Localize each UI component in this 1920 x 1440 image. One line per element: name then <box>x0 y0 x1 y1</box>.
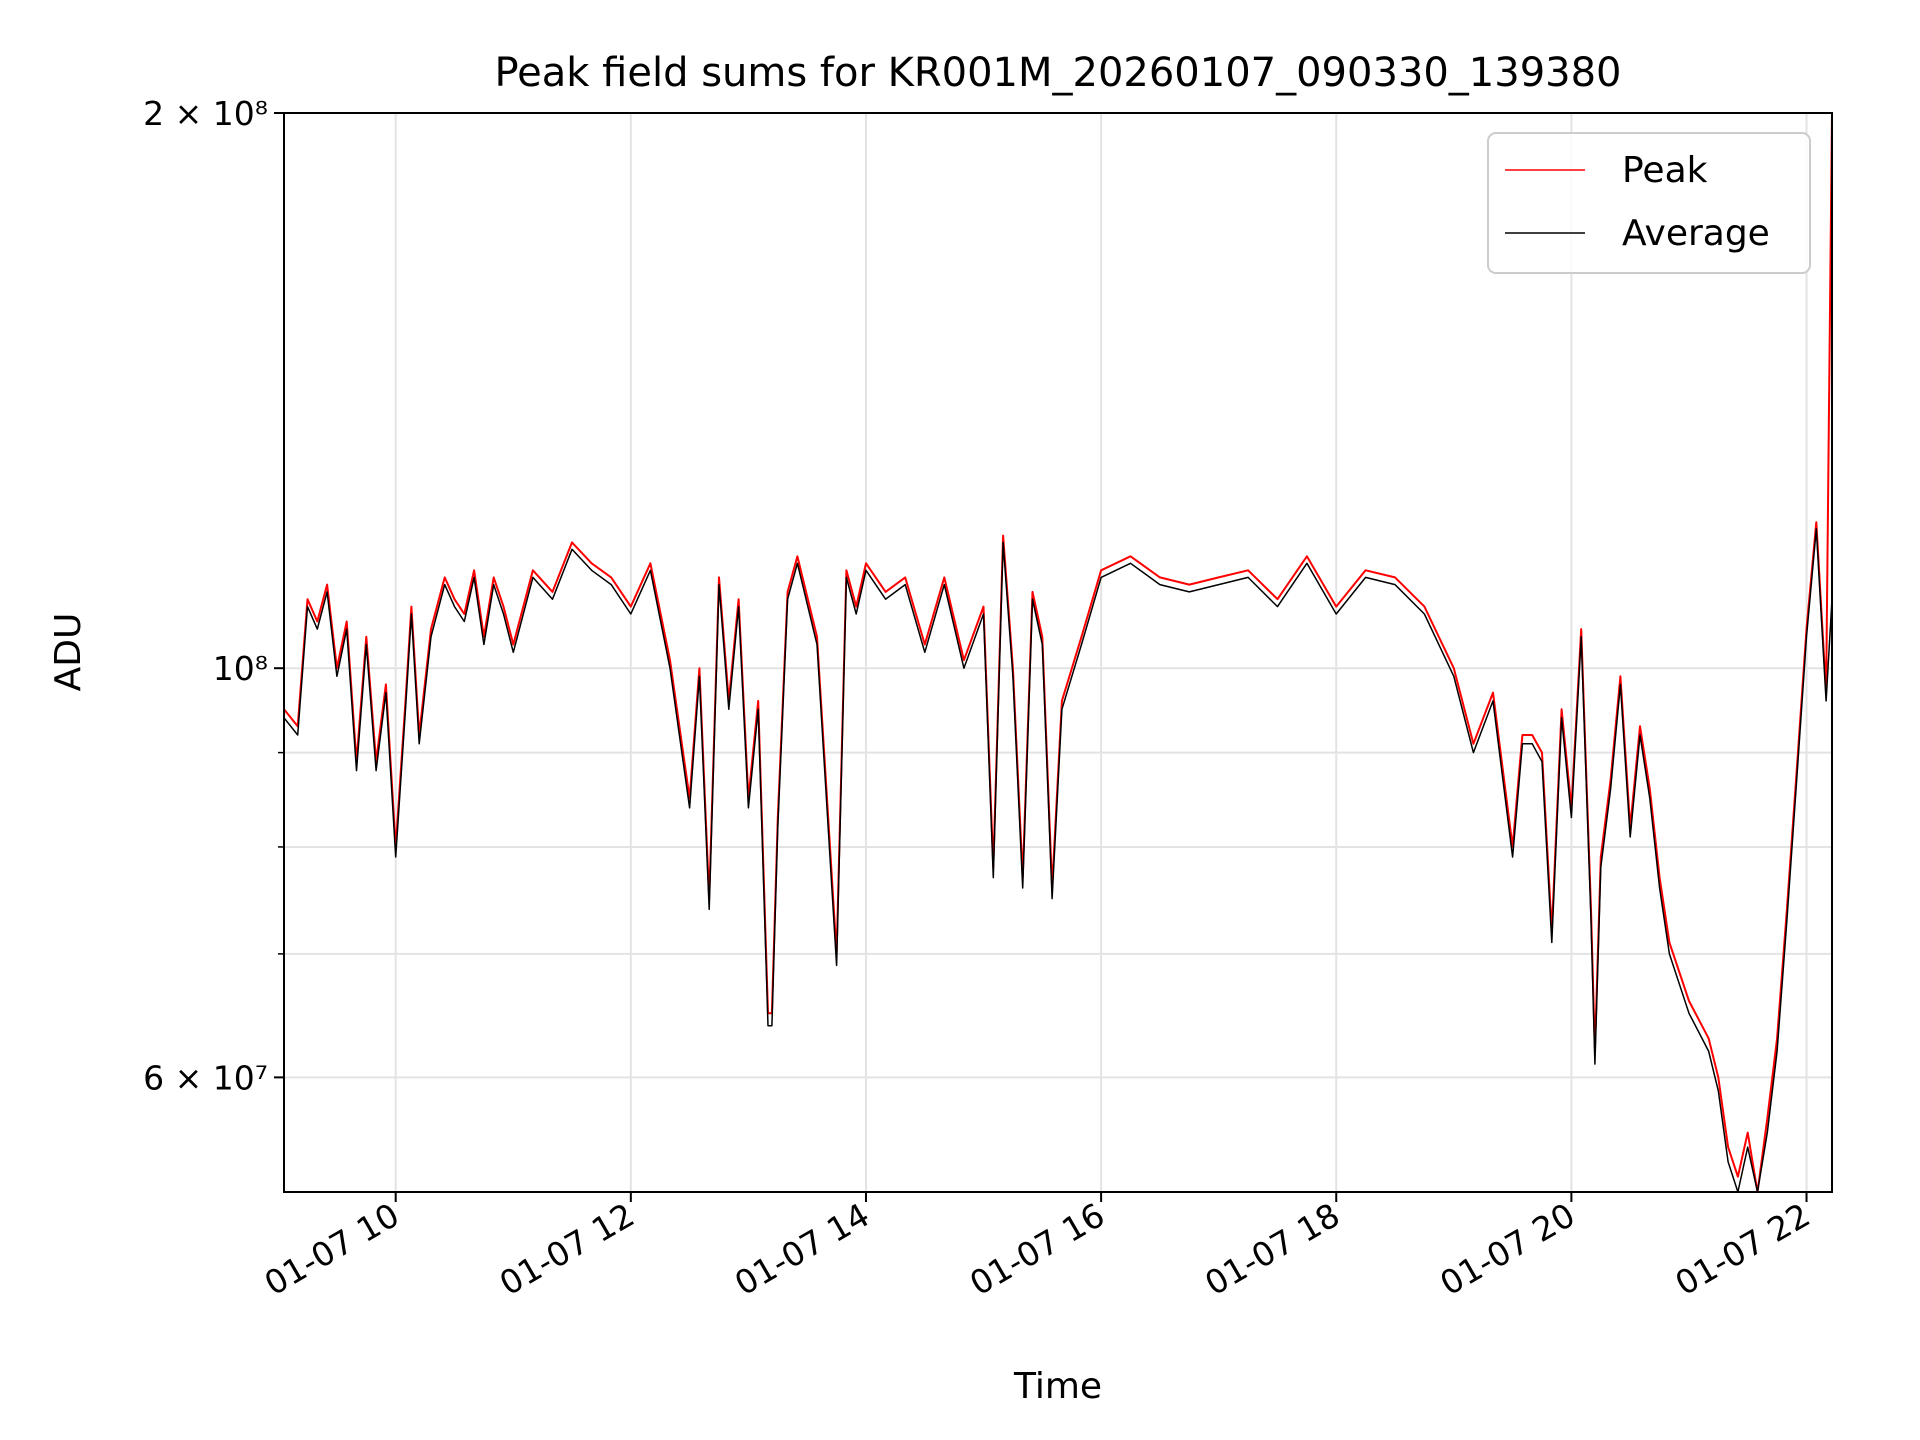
y-tick-label: 10⁸ <box>213 649 268 688</box>
x-tick-label: 01-07 20 <box>1433 1195 1581 1303</box>
grid <box>284 112 1832 1192</box>
x-tick-label: 01-07 22 <box>1669 1195 1817 1303</box>
x-axis-label: Time <box>1013 1366 1102 1407</box>
plot-frame <box>283 112 1833 1193</box>
x-tick-label: 01-07 12 <box>493 1195 641 1303</box>
x-axis-ticks: 01-07 10 01-07 12 01-07 14 01-07 16 01-07 18… <box>258 1192 1817 1303</box>
x-tick-label: 01-07 16 <box>963 1195 1111 1303</box>
y-axis-ticks: 2 × 10⁸ 10⁸ 6 × 10⁷ <box>143 94 284 1097</box>
x-tick-label: 01-07 18 <box>1198 1195 1346 1303</box>
series-line-average <box>283 528 1833 1193</box>
y-tick-label: 6 × 10⁷ <box>143 1058 268 1097</box>
legend-label-peak: Peak <box>1622 150 1708 191</box>
legend: Peak Average <box>1487 132 1811 274</box>
plot-series <box>283 112 1833 1193</box>
x-tick-label: 01-07 14 <box>728 1195 876 1303</box>
chart-title: Peak field sums for KR001M_20260107_0903… <box>494 50 1621 96</box>
x-tick-label: 01-07 10 <box>258 1195 406 1303</box>
y-tick-label: 2 × 10⁸ <box>143 94 268 133</box>
y-axis-label: ADU <box>48 613 89 692</box>
series-line-peak <box>283 112 1833 1193</box>
legend-box <box>1487 132 1811 274</box>
legend-label-average: Average <box>1622 213 1770 254</box>
